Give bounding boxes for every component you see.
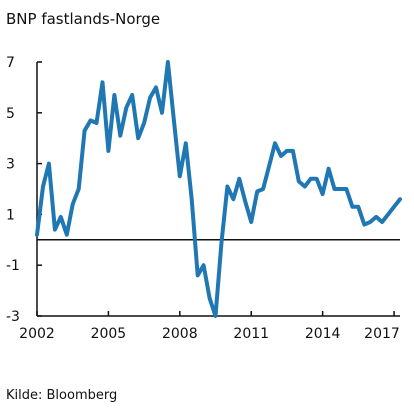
series-layer <box>35 60 402 318</box>
x-tick-label: 2008 <box>162 326 198 342</box>
chart-source: Kilde: Bloomberg <box>6 388 117 403</box>
x-tick-label: 2005 <box>91 326 127 342</box>
y-tick-label: -1 <box>6 258 20 274</box>
y-tick-label: 3 <box>6 157 15 173</box>
y-tick-label: -3 <box>6 309 20 325</box>
y-axis-ticks: 7 5 3 1 -1 -3 <box>6 55 42 325</box>
series-line <box>35 60 402 318</box>
x-tick-label: 2017 <box>364 326 400 342</box>
x-tick-label: 2011 <box>233 326 269 342</box>
y-tick-label: 7 <box>6 55 15 71</box>
x-axis-ticks: 2002 2005 2008 2011 2014 2017 <box>19 311 400 342</box>
y-tick-label: 5 <box>6 106 15 122</box>
chart-title: BNP fastlands-Norge <box>6 10 160 28</box>
y-tick-label: 1 <box>6 207 15 223</box>
x-tick-label: 2002 <box>19 326 55 342</box>
x-tick-label: 2014 <box>305 326 341 342</box>
